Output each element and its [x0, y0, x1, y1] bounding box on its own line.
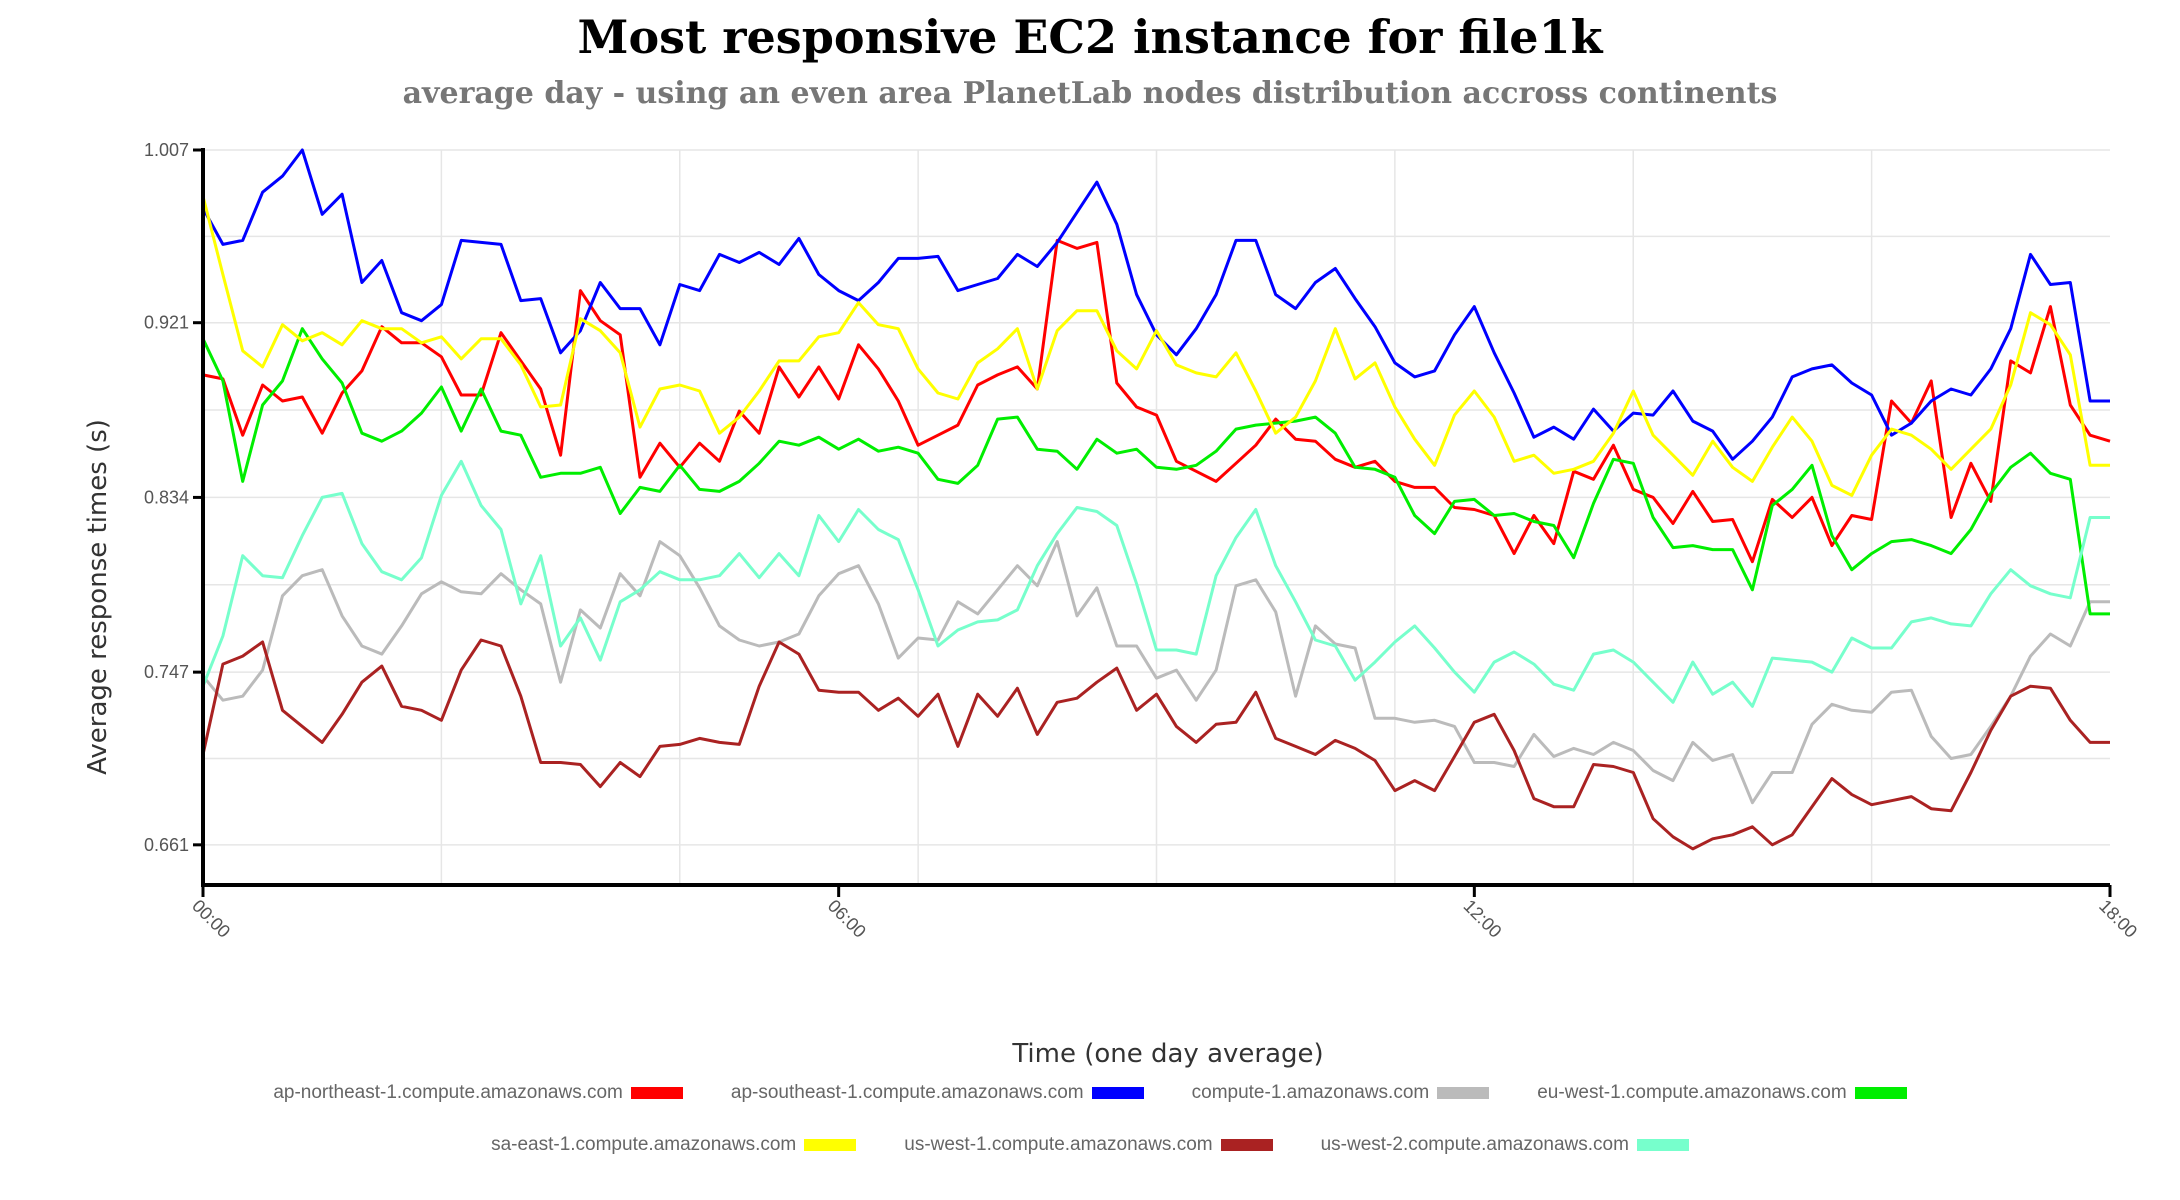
legend-item: compute-1.amazonaws.com	[1192, 1082, 1490, 1104]
legend-swatch	[630, 1087, 683, 1099]
legend-item: us-west-2.compute.amazonaws.com	[1321, 1134, 1689, 1156]
series-line-eu-west-1	[201, 327, 2110, 616]
x-tick-label: 00:00	[188, 896, 234, 942]
legend-swatch	[1854, 1087, 1907, 1099]
legend-item: eu-west-1.compute.amazonaws.com	[1537, 1082, 1907, 1104]
chart-subtitle: average day - using an even area PlanetL…	[402, 76, 1778, 111]
legend-item: ap-southeast-1.compute.amazonaws.com	[731, 1082, 1144, 1104]
y-tick-label: 0.747	[144, 662, 189, 682]
legend-label: ap-southeast-1.compute.amazonaws.com	[730, 1082, 1084, 1103]
legend-swatch	[1437, 1087, 1490, 1099]
legend-swatch	[804, 1139, 857, 1151]
chart-title: Most responsive EC2 instance for file1k	[577, 10, 1603, 64]
series-line-sa-east-1	[201, 195, 2110, 497]
legend-item: ap-northeast-1.compute.amazonaws.com	[273, 1082, 683, 1104]
legend-swatch	[1636, 1139, 1689, 1151]
series-line-us-west-1	[201, 638, 2110, 851]
legend-item: sa-east-1.compute.amazonaws.com	[491, 1134, 857, 1156]
series-line-ap-northeast-1	[202, 238, 2111, 564]
y-tick-label: 1.007	[144, 140, 189, 160]
legend-label: sa-east-1.compute.amazonaws.com	[491, 1134, 797, 1155]
grid-lines	[203, 149, 2110, 885]
series-line-compute-1	[201, 540, 2110, 805]
x-axis-label: Time (one day average)	[1011, 1039, 1323, 1069]
legend-label: compute-1.amazonaws.com	[1191, 1082, 1430, 1103]
y-axis-label: Average response times (s)	[83, 419, 113, 775]
x-tick-label: 18:00	[2095, 896, 2141, 942]
y-tick-label: 0.921	[144, 313, 189, 333]
legend-row: ap-northeast-1.compute.amazonaws.com ap-s…	[0, 1082, 2180, 1104]
series-layer	[201, 148, 2111, 851]
legend-swatch	[1091, 1087, 1144, 1099]
y-tick-label: 0.661	[144, 835, 189, 855]
legend-row: sa-east-1.compute.amazonaws.com us-west-1…	[0, 1134, 2180, 1156]
legend-item: us-west-1.compute.amazonaws.com	[904, 1134, 1273, 1156]
legend-swatch	[1220, 1139, 1273, 1151]
x-tick-label: 06:00	[824, 896, 870, 942]
series-line-ap-southeast-1	[201, 148, 2110, 461]
series-line-us-west-2	[201, 459, 2110, 708]
y-tick-label: 0.834	[144, 487, 189, 507]
axes: 0.661 0.747 0.834 0.921 1.007 00:00 06:00 12:00…	[144, 140, 2141, 942]
legend-label: us-west-2.compute.amazonaws.com	[1320, 1134, 1629, 1155]
legend-label: ap-northeast-1.compute.amazonaws.com	[273, 1082, 623, 1103]
x-tick-label: 12:00	[1460, 896, 1506, 942]
legend-label: us-west-1.compute.amazonaws.com	[904, 1134, 1213, 1155]
legend-label: eu-west-1.compute.amazonaws.com	[1537, 1082, 1847, 1103]
